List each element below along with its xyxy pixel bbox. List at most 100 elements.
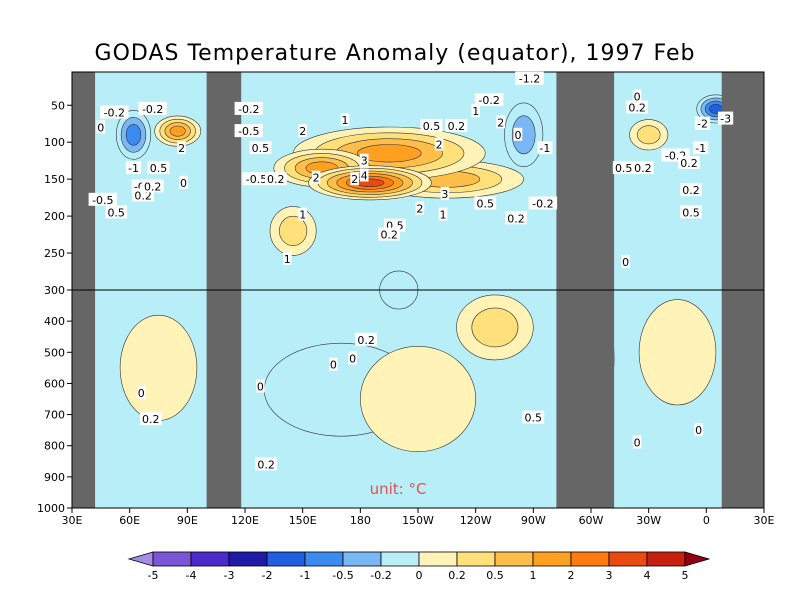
contour-label-bg — [136, 385, 146, 399]
contour-label-bg — [621, 254, 630, 268]
contour-label: -3 — [720, 113, 731, 126]
contour-label: 0 — [634, 437, 641, 450]
y-tick-label: 200 — [44, 210, 65, 223]
contour-label: 0 — [622, 256, 629, 269]
contour-label-bg — [105, 205, 128, 219]
colorbar-high-arrow — [684, 551, 711, 567]
x-tick-label: 60E — [119, 514, 140, 527]
contour-label: 2 — [313, 172, 320, 185]
contour-label-bg — [471, 104, 480, 118]
contour-label-bg — [680, 205, 702, 219]
contour-label-bg — [139, 412, 162, 426]
anomaly-cell — [638, 299, 717, 406]
anomaly-cell — [119, 314, 198, 421]
colorbar: -5 -4 -3 -2 -1 -0.5 -0.2 0 0.2 0.5 1 2 3 4 5 — [127, 551, 711, 582]
contour-label-bg — [100, 105, 129, 119]
contour-label-bg — [283, 252, 292, 265]
contour-label-bg — [694, 116, 711, 130]
contour-label: 0.5 — [423, 120, 441, 133]
y-tick-label: 700 — [44, 409, 65, 422]
y-tick-label: 300 — [44, 284, 65, 297]
x-tick-label: 180 — [350, 514, 371, 527]
y-tick-label: 50 — [51, 99, 65, 112]
anomaly-cell — [511, 115, 536, 155]
colorbar-level-label: 0.5 — [486, 569, 504, 582]
colorbar-level-label: -5 — [148, 569, 159, 582]
contour-label-bg — [693, 141, 709, 155]
contour-label: 3 — [361, 155, 368, 168]
anomaly-cell — [169, 125, 186, 137]
y-tick-label: 800 — [44, 440, 65, 453]
colorbar-swatch — [190, 551, 230, 567]
colorbar-swatch — [418, 551, 458, 567]
contour-label-bg — [474, 196, 497, 210]
contour-label-bg — [359, 168, 369, 182]
contour-label-bg — [179, 175, 188, 189]
contour-label-bg — [694, 423, 703, 437]
contour-label: 1 — [342, 114, 349, 127]
colorbar-swatch — [570, 551, 610, 567]
x-tick-label: 30W — [636, 514, 661, 527]
x-tick-label: 120W — [460, 514, 492, 527]
x-tick-label: 60W — [579, 514, 604, 527]
x-tick-label: 90E — [177, 514, 198, 527]
contour-label: 0 — [515, 129, 522, 142]
colorbar-swatch — [380, 551, 420, 567]
contour-label-bg — [147, 161, 170, 175]
contour-label-bg — [474, 93, 504, 107]
contour-label: 0.5 — [615, 162, 633, 175]
colorbar-swatch — [494, 551, 534, 567]
unit-label: unit: °C — [370, 480, 427, 498]
contour-label: 1 — [299, 209, 306, 222]
contour-label: 0 — [97, 121, 104, 134]
contour-label: 0 — [349, 353, 356, 366]
contour-label-bg — [138, 101, 167, 115]
contour-label-bg — [340, 113, 350, 126]
contour-label: 2 — [351, 173, 358, 186]
contour-label: -0.5 — [92, 194, 113, 207]
colorbar-swatch — [228, 551, 268, 567]
contour-label-bg — [355, 332, 377, 346]
x-tick-label: 0 — [703, 514, 710, 527]
contour-label: 0.5 — [150, 162, 168, 175]
contour-label: 2 — [497, 116, 504, 129]
contour-label-bg — [234, 101, 263, 115]
colorbar-swatch — [266, 551, 306, 567]
contour-label-bg — [505, 211, 527, 225]
chart-title: GODAS Temperature Anomaly (equator), 199… — [95, 41, 696, 66]
x-axis: 30E 60E 90E 120E 150E 180 150W 120W 90W 60W 30W 0 30… — [62, 508, 775, 527]
anomaly-cell — [356, 144, 422, 163]
colorbar-swatch — [456, 551, 496, 567]
contour-label: 4 — [361, 170, 368, 183]
contour-label: 2 — [436, 138, 443, 151]
contour-label-bg — [440, 186, 450, 200]
colorbar-level-label: 4 — [644, 569, 651, 582]
colorbar-level-label: -0.5 — [332, 569, 353, 582]
anomaly-cell — [279, 215, 308, 246]
contour-label: 3 — [441, 188, 448, 201]
contour-label: -0 — [134, 181, 145, 194]
contour-label: 0.2 — [507, 212, 525, 225]
y-tick-label: 600 — [44, 377, 65, 390]
contour-label: 2 — [299, 125, 306, 138]
colorbar-swatch — [304, 551, 344, 567]
contour-label-bg — [329, 357, 338, 371]
contour-label: 0.2 — [682, 184, 700, 197]
contour-labels: -0.2 -0.20-1-0-0.5 0.20.520.50.2 0-0.2-0.50… — [88, 71, 734, 471]
contour-label: -0.2 — [238, 103, 259, 116]
contour-label: 0.5 — [252, 142, 270, 155]
colorbar-level-label: -1 — [300, 569, 311, 582]
colorbar-level-label: 1 — [530, 569, 537, 582]
contour-label: 0.2 — [257, 458, 275, 471]
contour-label: 2 — [416, 203, 423, 216]
y-tick-label: 1000 — [37, 502, 65, 515]
contour-label-bg — [420, 118, 443, 132]
colorbar-level-label: -4 — [186, 569, 197, 582]
contour-label: 0 — [695, 424, 702, 437]
colorbar-swatch — [152, 551, 192, 567]
contour-label: 0.2 — [134, 189, 152, 202]
anomaly-cell — [471, 307, 519, 348]
contour-label-bg — [522, 410, 545, 424]
contour-label: -1 — [539, 142, 550, 155]
y-tick-label: 400 — [44, 315, 65, 328]
